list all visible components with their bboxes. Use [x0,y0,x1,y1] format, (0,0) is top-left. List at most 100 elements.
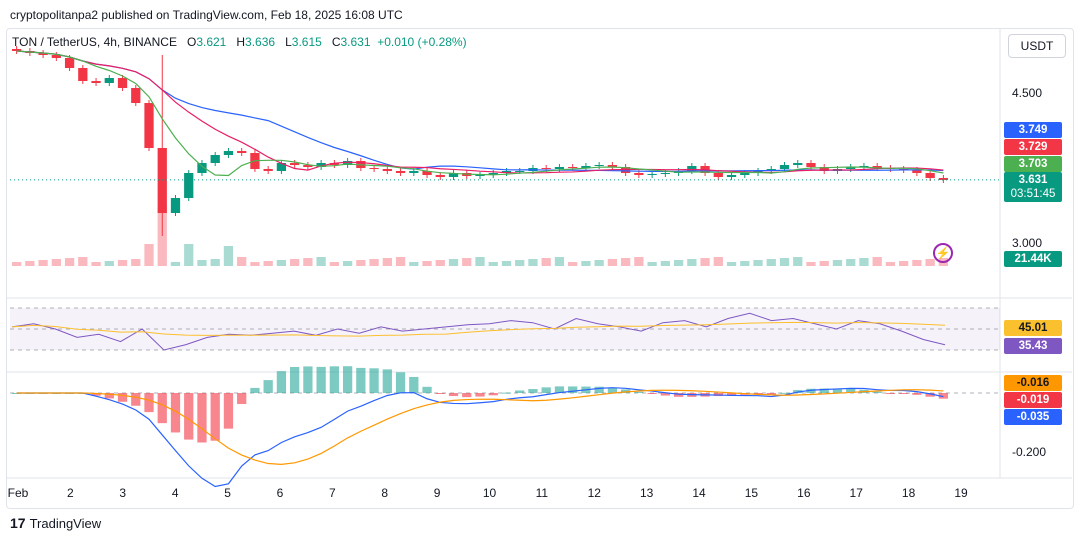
high-value: 3.636 [245,35,276,49]
volume-bar [779,258,790,266]
volume-bar [713,257,723,266]
volume-bar [316,257,326,266]
candle-body [515,171,525,172]
change-value: +0.010 (+0.28%) [377,35,467,49]
macd-histogram-bar [91,393,101,396]
x-tick-label: 5 [224,486,231,500]
macd-histogram-bar [210,393,220,441]
x-tick-label: 18 [901,486,916,500]
tradingview-logo-icon: 17 [10,515,26,531]
volume-bar [885,262,896,266]
x-tick-label: 11 [535,486,549,500]
macd-histogram-bar [104,393,114,399]
volume-bar [621,258,631,266]
candle-body [793,163,803,165]
rsi-ma-line [11,321,946,337]
x-tick-label: 14 [692,486,706,500]
candle-body [779,165,790,169]
macd-histogram-bar [806,388,816,393]
candle-body [422,171,432,175]
ma-red-badge: 3.729 [1004,139,1062,155]
candle-body [157,148,167,213]
volume-bar [64,258,75,266]
candle-body [634,173,644,175]
open-value: 3.621 [196,35,227,49]
candle-body [38,53,48,55]
volume-bar [409,262,419,266]
volume-bar [157,206,167,266]
volume-bar [819,261,829,266]
tradingview-logo-text: TradingView [29,515,102,531]
volume-bar [700,258,710,266]
volume-bar [726,262,737,266]
candle-body [726,175,737,177]
candle-body [11,49,22,51]
candle-body [51,55,61,58]
candle-body [91,81,101,83]
volume-bar [237,257,247,266]
macd-histogram-bar [448,393,459,397]
candle-body [197,163,207,173]
candle-body [117,78,128,88]
candle-body [409,171,419,173]
candle-body [581,166,591,168]
macd-histogram-bar [819,388,829,393]
candle-body [435,175,445,177]
macd-histogram-bar [885,393,896,394]
candle-body [713,173,723,177]
candle-body [568,167,578,168]
volume-bar [581,261,591,266]
lightning-icon[interactable]: ⚡ [933,243,953,263]
volume-bar [607,259,618,266]
macd-histogram-bar [356,367,366,393]
candle-body [184,173,194,198]
ma-red-line [16,50,944,174]
chart-frame[interactable] [6,28,1074,509]
x-tick-label: 16 [797,486,811,500]
volume-bar [184,244,194,266]
volume-bar [422,261,432,266]
candle-body [276,163,287,171]
volume-bar [170,262,181,266]
macd-signal-badge: -0.016 [1004,375,1062,391]
x-tick-label: 3 [119,486,127,500]
volume-bar [554,257,565,266]
volume-bar [594,260,604,266]
volume-bar [568,262,578,266]
macd-histogram-bar [766,393,776,395]
candle-body [501,171,512,173]
macd-line-badge: -0.035 [1004,409,1062,425]
macd-histogram-bar [131,393,141,406]
macd-histogram-bar [753,393,763,395]
last-price: 3.631 [1018,174,1048,186]
macd-histogram-bar [779,392,790,394]
candle-body [607,165,618,167]
volume-bar [290,259,300,266]
candle-body [594,165,604,166]
macd-histogram-bar [197,393,207,443]
symbol-legend[interactable]: TON / TetherUS, 4h, BINANCE O3.621 H3.63… [12,35,467,49]
macd-histogram-bar [726,393,737,396]
candle-body [290,163,300,165]
volume-bar [753,260,763,266]
macd-histogram-bar [409,376,419,393]
countdown: 03:51:45 [1010,188,1056,200]
candle-body [144,103,154,148]
volume-bar [859,258,869,266]
volume-bar [51,259,61,266]
macd-histogram-bar [594,386,604,393]
candle-body [263,169,273,171]
candle-body [329,163,339,165]
currency-button[interactable]: USDT [1008,34,1066,58]
candle-body [78,68,88,81]
candle-body [938,178,949,180]
macd-histogram-bar [872,391,882,393]
x-tick-label: 12 [587,486,601,500]
macd-histogram-bar [395,372,406,393]
macd-histogram-bar [369,368,379,393]
x-tick-label: 19 [954,486,968,500]
candle-body [223,151,234,155]
volume-bar [899,261,909,266]
x-tick-label: 13 [639,486,654,500]
